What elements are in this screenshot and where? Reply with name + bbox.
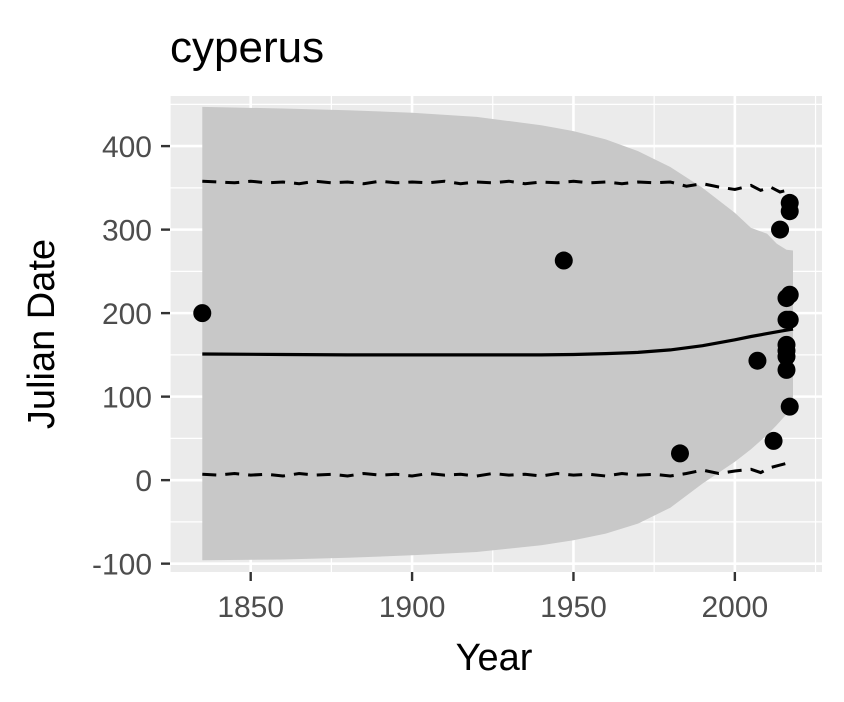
y-axis-title: Julian Date — [21, 239, 63, 429]
data-point — [554, 251, 573, 270]
confidence-ribbon — [202, 106, 794, 561]
x-axis-title: Year — [456, 637, 533, 679]
data-point — [780, 202, 799, 221]
y-tick-label: 400 — [102, 131, 152, 164]
data-point — [777, 347, 796, 366]
data-point — [193, 304, 212, 323]
chart-title: cyperus — [170, 23, 324, 72]
data-point — [777, 360, 796, 379]
data-points — [193, 193, 799, 463]
x-tick-label: 2000 — [701, 591, 768, 624]
y-tick-label: -100 — [92, 549, 152, 582]
data-point — [670, 444, 689, 463]
y-tick-label: 0 — [135, 465, 152, 498]
fit-line — [202, 327, 794, 357]
x-axis: 1850 1900 1950 2000 — [217, 572, 768, 624]
y-tick-label: 300 — [102, 215, 152, 248]
data-point — [780, 397, 799, 416]
upper-band-dashed-line — [202, 179, 794, 194]
y-tick-label: 200 — [102, 298, 152, 331]
lower-band-dashed-line — [202, 461, 794, 478]
x-tick-label: 1850 — [217, 591, 284, 624]
data-point — [780, 285, 799, 304]
data-point — [748, 351, 767, 370]
x-tick-label: 1900 — [379, 591, 446, 624]
y-axis: -100 0 100 200 300 400 — [92, 131, 170, 582]
y-tick-label: 100 — [102, 382, 152, 415]
data-point — [771, 220, 790, 239]
data-point — [764, 431, 783, 450]
x-tick-label: 1950 — [540, 591, 607, 624]
data-point — [780, 310, 799, 329]
